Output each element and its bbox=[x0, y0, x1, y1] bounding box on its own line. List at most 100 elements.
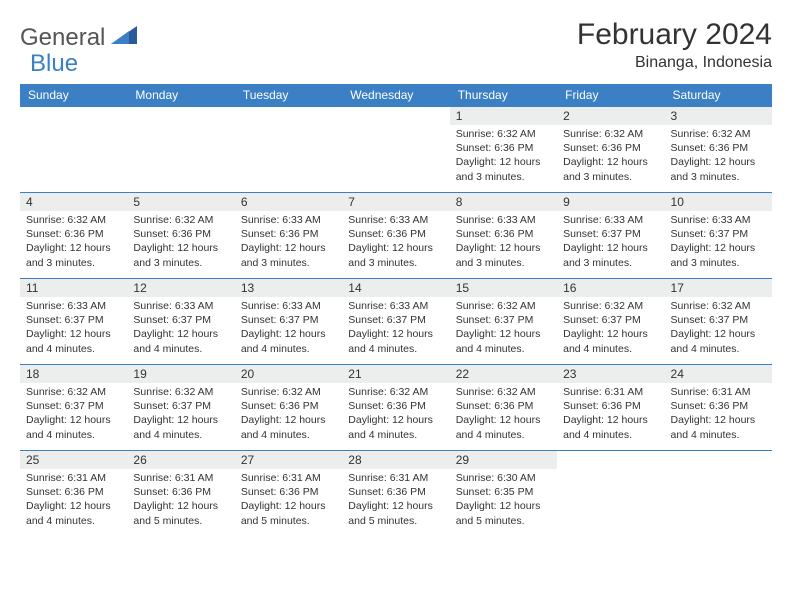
sunrise-text: Sunrise: 6:32 AM bbox=[563, 127, 658, 141]
day-details: Sunrise: 6:32 AMSunset: 6:36 PMDaylight:… bbox=[450, 125, 557, 188]
day-details: Sunrise: 6:31 AMSunset: 6:36 PMDaylight:… bbox=[665, 383, 772, 446]
calendar-cell: 9Sunrise: 6:33 AMSunset: 6:37 PMDaylight… bbox=[557, 193, 664, 279]
sunrise-text: Sunrise: 6:33 AM bbox=[133, 299, 228, 313]
sunset-text: Sunset: 6:35 PM bbox=[456, 485, 551, 499]
sunset-text: Sunset: 6:37 PM bbox=[348, 313, 443, 327]
daylight-text: Daylight: 12 hours and 4 minutes. bbox=[456, 413, 551, 441]
day-number: 6 bbox=[235, 193, 342, 211]
sunset-text: Sunset: 6:36 PM bbox=[456, 141, 551, 155]
day-details: Sunrise: 6:32 AMSunset: 6:37 PMDaylight:… bbox=[450, 297, 557, 360]
sunrise-text: Sunrise: 6:32 AM bbox=[26, 213, 121, 227]
day-details: Sunrise: 6:31 AMSunset: 6:36 PMDaylight:… bbox=[557, 383, 664, 446]
daylight-text: Daylight: 12 hours and 5 minutes. bbox=[456, 499, 551, 527]
calendar-cell: 13Sunrise: 6:33 AMSunset: 6:37 PMDayligh… bbox=[235, 279, 342, 365]
daylight-text: Daylight: 12 hours and 3 minutes. bbox=[671, 241, 766, 269]
day-header-row: Sunday Monday Tuesday Wednesday Thursday… bbox=[20, 84, 772, 107]
sunrise-text: Sunrise: 6:32 AM bbox=[456, 299, 551, 313]
logo-triangle-icon bbox=[111, 26, 137, 49]
sunset-text: Sunset: 6:37 PM bbox=[26, 399, 121, 413]
calendar-cell: . bbox=[235, 107, 342, 193]
calendar-row: 18Sunrise: 6:32 AMSunset: 6:37 PMDayligh… bbox=[20, 365, 772, 451]
calendar-cell: 2Sunrise: 6:32 AMSunset: 6:36 PMDaylight… bbox=[557, 107, 664, 193]
sunset-text: Sunset: 6:36 PM bbox=[26, 227, 121, 241]
sunrise-text: Sunrise: 6:32 AM bbox=[241, 385, 336, 399]
calendar-cell: 14Sunrise: 6:33 AMSunset: 6:37 PMDayligh… bbox=[342, 279, 449, 365]
day-number: 25 bbox=[20, 451, 127, 469]
calendar-cell: 16Sunrise: 6:32 AMSunset: 6:37 PMDayligh… bbox=[557, 279, 664, 365]
daylight-text: Daylight: 12 hours and 4 minutes. bbox=[671, 413, 766, 441]
daylight-text: Daylight: 12 hours and 4 minutes. bbox=[241, 327, 336, 355]
logo-text-blue: Blue bbox=[30, 50, 78, 78]
calendar-row: 4Sunrise: 6:32 AMSunset: 6:36 PMDaylight… bbox=[20, 193, 772, 279]
daylight-text: Daylight: 12 hours and 3 minutes. bbox=[241, 241, 336, 269]
sunset-text: Sunset: 6:37 PM bbox=[241, 313, 336, 327]
sunrise-text: Sunrise: 6:33 AM bbox=[456, 213, 551, 227]
day-details: Sunrise: 6:33 AMSunset: 6:36 PMDaylight:… bbox=[450, 211, 557, 274]
calendar-cell: 28Sunrise: 6:31 AMSunset: 6:36 PMDayligh… bbox=[342, 451, 449, 537]
calendar-cell: 24Sunrise: 6:31 AMSunset: 6:36 PMDayligh… bbox=[665, 365, 772, 451]
daylight-text: Daylight: 12 hours and 5 minutes. bbox=[241, 499, 336, 527]
calendar-row: 25 Sunrise: 6:31 AM Sunset: 6:36 PM Dayligh… bbox=[20, 451, 772, 537]
sunrise-text: Sunrise: 6:32 AM bbox=[133, 213, 228, 227]
day-header: Monday bbox=[127, 84, 234, 107]
daylight-text: Daylight: 12 hours and 3 minutes. bbox=[671, 155, 766, 183]
sunrise-text: Sunrise: 6:31 AM bbox=[563, 385, 658, 399]
sunrise-text: Sunrise: 6:32 AM bbox=[671, 299, 766, 313]
calendar-cell: 7Sunrise: 6:33 AMSunset: 6:36 PMDaylight… bbox=[342, 193, 449, 279]
sunset-text: Sunset: 6:36 PM bbox=[348, 399, 443, 413]
daylight-text: Daylight: 12 hours and 4 minutes. bbox=[563, 413, 658, 441]
sunrise-text: Sunrise: 6:31 AM bbox=[241, 471, 336, 485]
day-details: Sunrise: 6:32 AMSunset: 6:36 PMDaylight:… bbox=[665, 125, 772, 188]
calendar-cell: 10Sunrise: 6:33 AMSunset: 6:37 PMDayligh… bbox=[665, 193, 772, 279]
sunset-text: Sunset: 6:36 PM bbox=[133, 227, 228, 241]
daylight-text: Daylight: 12 hours and 4 minutes. bbox=[671, 327, 766, 355]
day-number: 19 bbox=[127, 365, 234, 383]
day-number: 16 bbox=[557, 279, 664, 297]
sunset-text: Sunset: 6:36 PM bbox=[133, 485, 228, 499]
day-number: 29 bbox=[450, 451, 557, 469]
calendar-cell: 25Sunrise: 6:31 AMSunset: 6:36 PMDayligh… bbox=[20, 451, 127, 537]
calendar-cell: 17Sunrise: 6:32 AMSunset: 6:37 PMDayligh… bbox=[665, 279, 772, 365]
day-details: Sunrise: 6:30 AMSunset: 6:35 PMDaylight:… bbox=[450, 469, 557, 532]
day-number: 20 bbox=[235, 365, 342, 383]
sunrise-text: Sunrise: 6:32 AM bbox=[456, 127, 551, 141]
calendar-row: ....1Sunrise: 6:32 AMSunset: 6:36 PMDayl… bbox=[20, 107, 772, 193]
day-details: Sunrise: 6:33 AMSunset: 6:37 PMDaylight:… bbox=[557, 211, 664, 274]
sunset-text: Sunset: 6:37 PM bbox=[671, 313, 766, 327]
day-header: Sunday bbox=[20, 84, 127, 107]
day-number: 12 bbox=[127, 279, 234, 297]
logo: General bbox=[20, 24, 139, 52]
day-details: Sunrise: 6:32 AMSunset: 6:37 PMDaylight:… bbox=[557, 297, 664, 360]
day-header: Thursday bbox=[450, 84, 557, 107]
sunrise-text: Sunrise: 6:32 AM bbox=[26, 385, 121, 399]
sunrise-text: Sunrise: 6:33 AM bbox=[241, 299, 336, 313]
sunrise-text: Sunrise: 6:32 AM bbox=[456, 385, 551, 399]
calendar-cell: 11Sunrise: 6:33 AMSunset: 6:37 PMDayligh… bbox=[20, 279, 127, 365]
day-details: Sunrise: 6:32 AMSunset: 6:37 PMDaylight:… bbox=[20, 383, 127, 446]
calendar-cell: 1Sunrise: 6:32 AMSunset: 6:36 PMDaylight… bbox=[450, 107, 557, 193]
day-header: Friday bbox=[557, 84, 664, 107]
daylight-text: Daylight: 12 hours and 4 minutes. bbox=[563, 327, 658, 355]
sunrise-text: Sunrise: 6:31 AM bbox=[26, 471, 121, 485]
sunrise-text: Sunrise: 6:32 AM bbox=[671, 127, 766, 141]
day-details: Sunrise: 6:33 AMSunset: 6:36 PMDaylight:… bbox=[342, 211, 449, 274]
calendar-cell: 21Sunrise: 6:32 AMSunset: 6:36 PMDayligh… bbox=[342, 365, 449, 451]
month-title: February 2024 bbox=[577, 18, 772, 52]
day-number: 21 bbox=[342, 365, 449, 383]
sunset-text: Sunset: 6:36 PM bbox=[241, 399, 336, 413]
day-header: Saturday bbox=[665, 84, 772, 107]
sunset-text: Sunset: 6:36 PM bbox=[563, 141, 658, 155]
daylight-text: Daylight: 12 hours and 4 minutes. bbox=[26, 327, 121, 355]
day-number: 7 bbox=[342, 193, 449, 211]
sunrise-text: Sunrise: 6:33 AM bbox=[348, 213, 443, 227]
sunrise-text: Sunrise: 6:32 AM bbox=[133, 385, 228, 399]
day-header: Tuesday bbox=[235, 84, 342, 107]
sunrise-text: Sunrise: 6:32 AM bbox=[563, 299, 658, 313]
day-details: Sunrise: 6:32 AMSunset: 6:36 PMDaylight:… bbox=[450, 383, 557, 446]
calendar-cell: . bbox=[342, 107, 449, 193]
calendar-cell: 15Sunrise: 6:32 AMSunset: 6:37 PMDayligh… bbox=[450, 279, 557, 365]
sunset-text: Sunset: 6:36 PM bbox=[563, 399, 658, 413]
sunset-text: Sunset: 6:37 PM bbox=[671, 227, 766, 241]
calendar-cell: 3Sunrise: 6:32 AMSunset: 6:36 PMDaylight… bbox=[665, 107, 772, 193]
sunrise-text: Sunrise: 6:33 AM bbox=[241, 213, 336, 227]
